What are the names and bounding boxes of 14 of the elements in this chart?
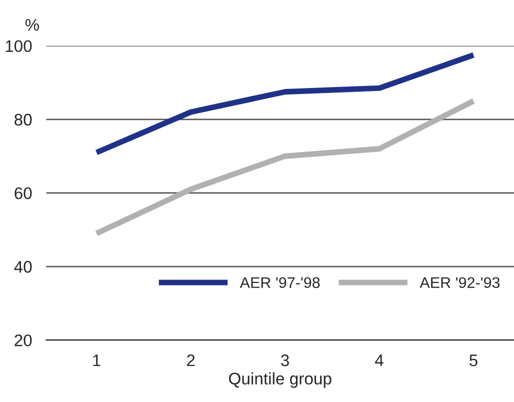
- legend-label: AER '97-'98: [240, 277, 320, 288]
- x-tick-label: 4: [375, 354, 384, 366]
- x-tick-label: 2: [187, 354, 195, 366]
- y-tick-label: 20: [14, 334, 32, 346]
- y-tick-label: 100: [6, 40, 32, 52]
- x-axis-title: Quintile group: [229, 372, 332, 388]
- y-tick-label: 40: [14, 260, 32, 273]
- x-tick-label: 1: [93, 354, 100, 366]
- y-tick-label: 60: [14, 187, 32, 200]
- x-tick-label: 5: [470, 354, 478, 366]
- legend-label: AER '92-'93: [420, 277, 500, 288]
- y-tick-label: 80: [14, 114, 32, 126]
- x-tick-label: 3: [281, 354, 289, 366]
- y-axis-title: %: [25, 19, 40, 31]
